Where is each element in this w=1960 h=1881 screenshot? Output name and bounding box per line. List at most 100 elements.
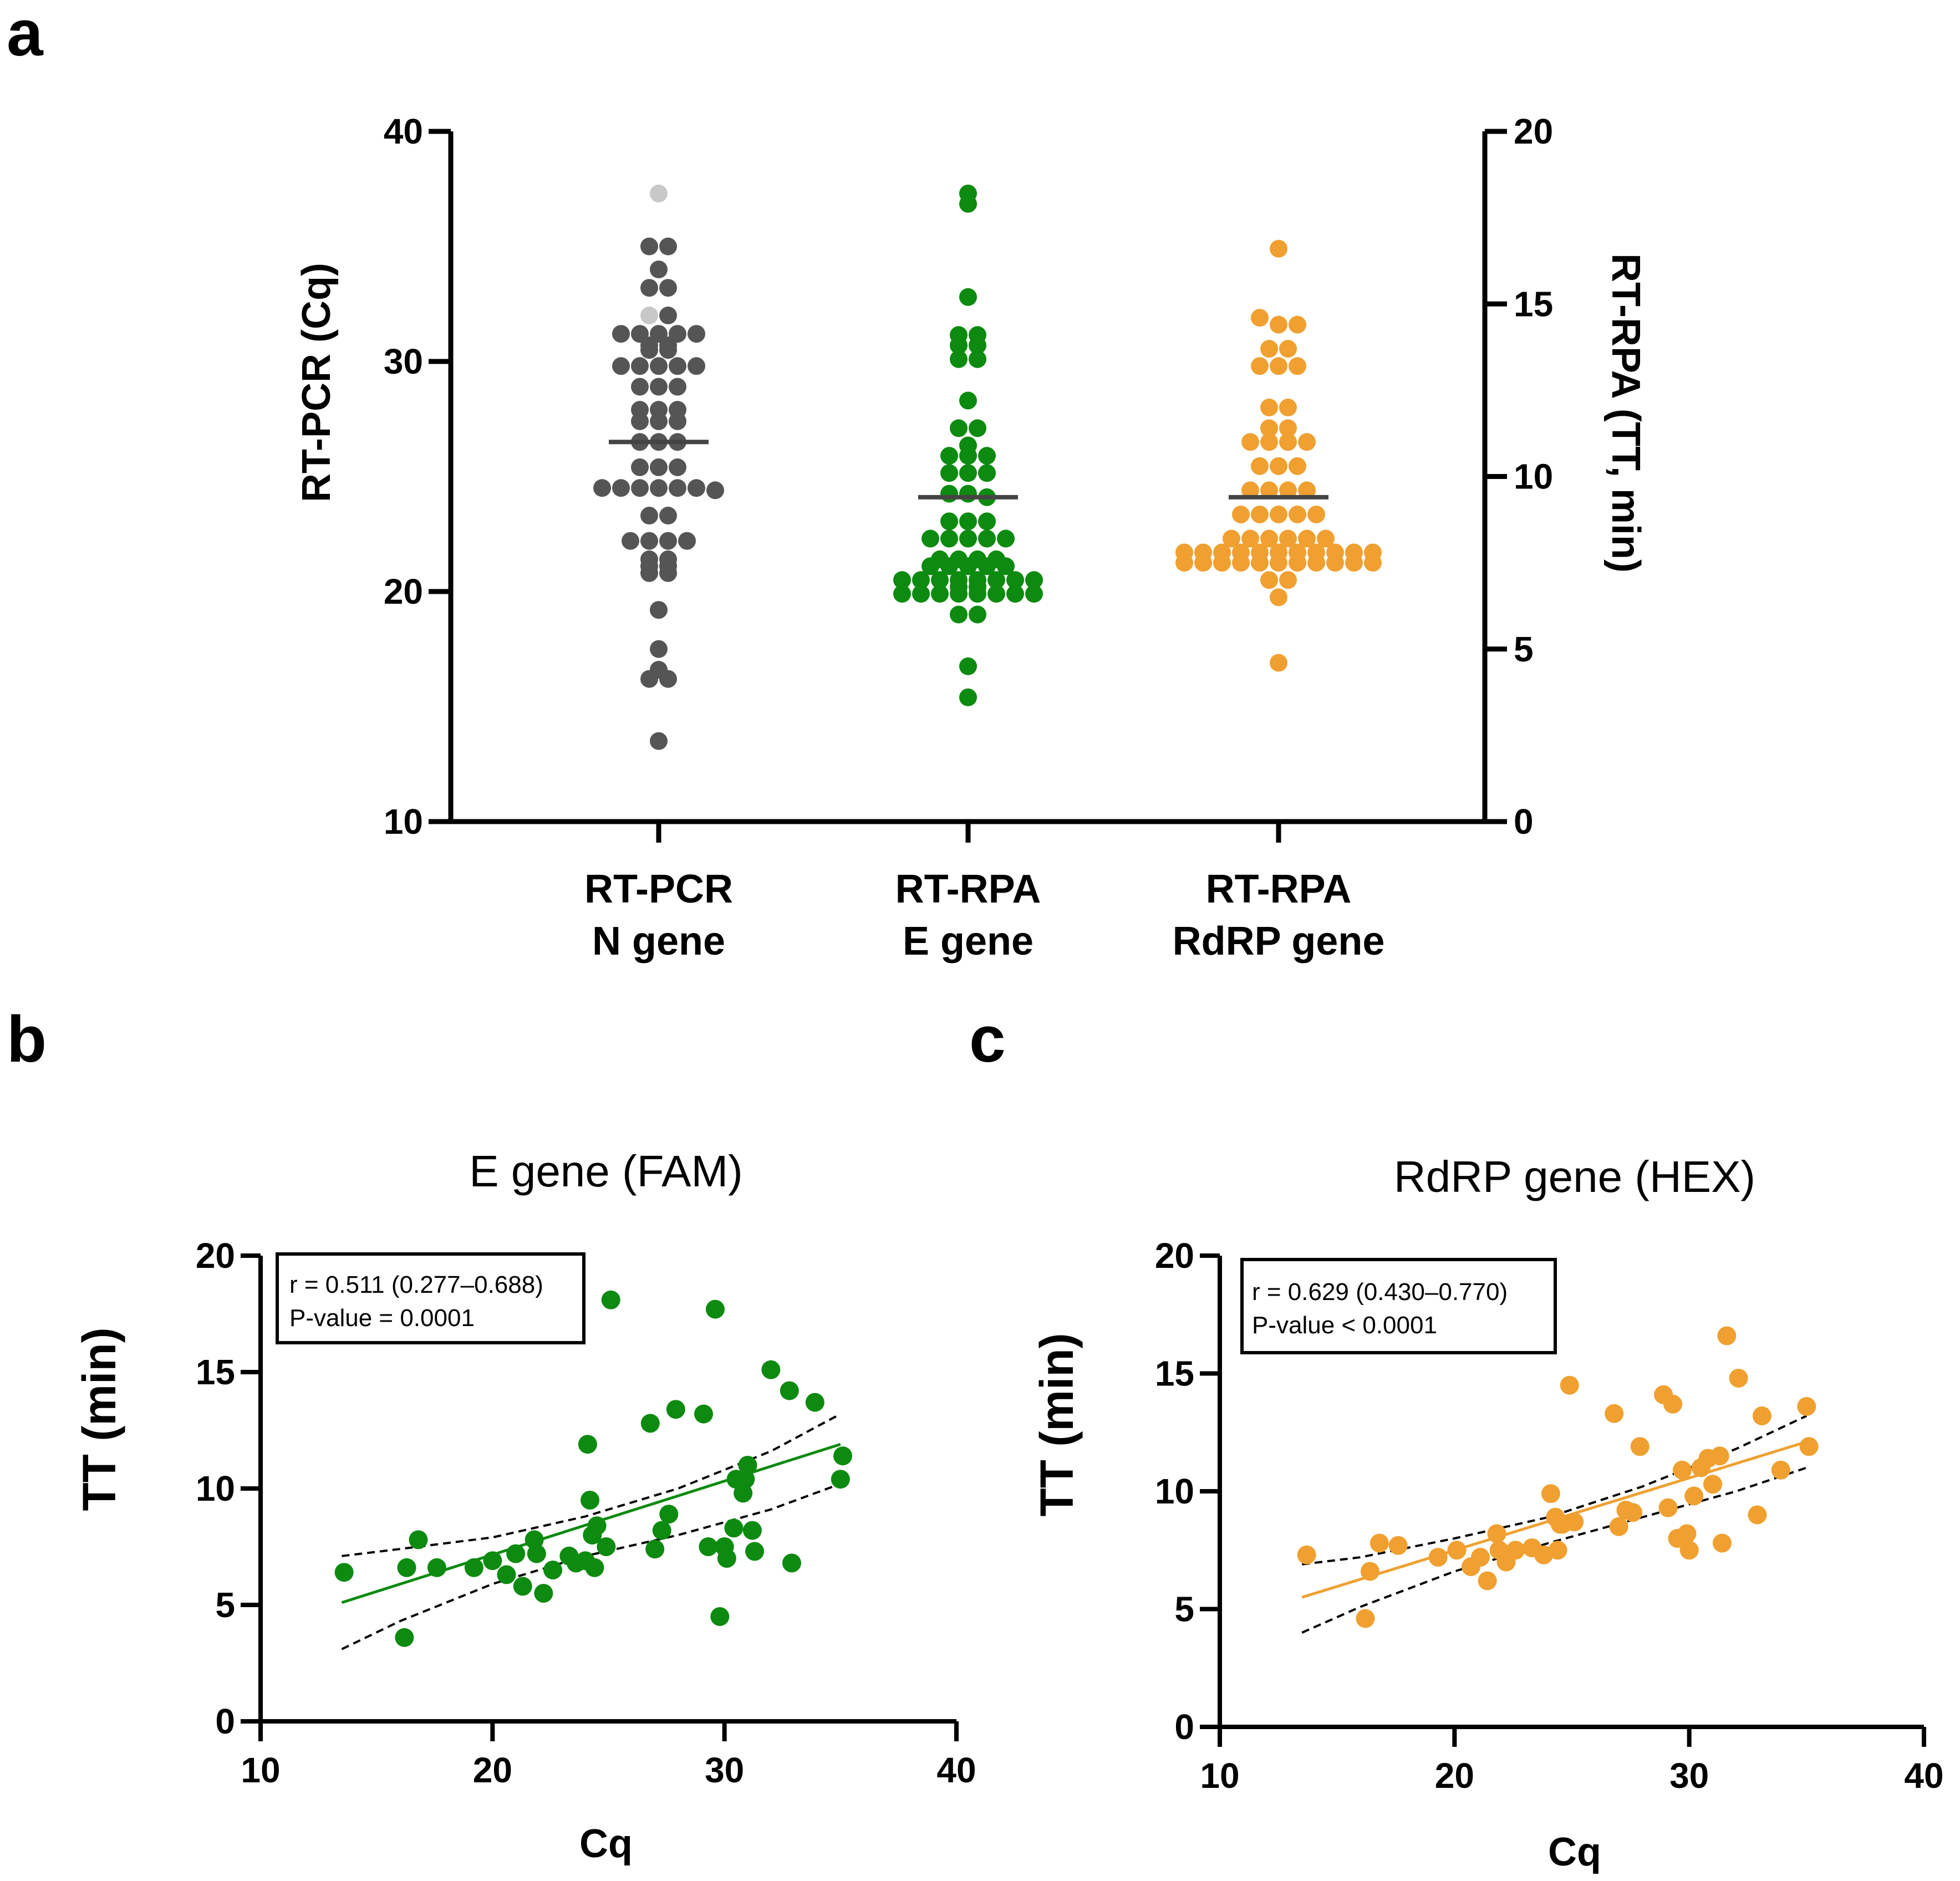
panel-b-stats-r: r = 0.511 (0.277–0.688) [289, 1271, 543, 1298]
y-tick-label: 10 [1155, 1471, 1194, 1511]
dot-plot-point [612, 357, 630, 375]
scatter-point [1565, 1512, 1584, 1532]
dot-plot-point [1260, 571, 1278, 589]
dot-plot-point [688, 325, 705, 343]
y-tick-label: 15 [196, 1352, 235, 1392]
scatter-point [699, 1537, 718, 1556]
panel-a: a 10 20 30 40 0 5 10 15 20 RT-PCR (Cq) RT-RPA (… [7, 0, 1648, 964]
dot-plot-point [650, 458, 668, 476]
scatter-point [1799, 1437, 1819, 1456]
category-label-e-line1: RT-RPA [895, 867, 1041, 911]
scatter-point [543, 1561, 563, 1579]
dot-plot-point [959, 657, 977, 675]
category-label-rdrp-line1: RT-RPA [1206, 867, 1352, 911]
dot-plot-point [669, 479, 686, 497]
dot-plot-point [959, 447, 977, 465]
right-y-tick-label: 0 [1514, 802, 1534, 842]
x-tick-label: 30 [1669, 1756, 1709, 1796]
dot-plot-point [940, 557, 958, 575]
scatter-point [1771, 1460, 1790, 1480]
dot-plot-point [1279, 571, 1297, 589]
dot-plot-point [650, 732, 668, 750]
dot-plot-point [1270, 315, 1287, 334]
scatter-point [1541, 1484, 1560, 1503]
dot-plot-point [1298, 529, 1316, 548]
panel-b-y-axis-title: TT (min) [73, 1327, 125, 1511]
dot-plot-point [1270, 554, 1287, 572]
dot-plot-point [650, 601, 668, 619]
dot-plot-point [1298, 433, 1316, 451]
dot-plot-point [1260, 340, 1278, 358]
scatter-point [397, 1558, 416, 1577]
dot-plot-point [659, 507, 677, 525]
right-y-tick-label: 20 [1514, 111, 1553, 151]
dot-plot-point [1345, 554, 1363, 572]
scatter-point [587, 1516, 607, 1536]
dot-plot-point [706, 481, 724, 499]
dot-plot-point [1241, 529, 1259, 548]
panel-b: b E gene (FAM) 0 5 10 15 20 10 20 30 40 Cq TT (m… [7, 1003, 976, 1866]
dot-plot-point [640, 670, 658, 688]
y-tick-label: 0 [215, 1701, 235, 1741]
scatter-point [578, 1435, 597, 1454]
dot-plot-point [1279, 419, 1297, 437]
y-tick-label: 5 [1174, 1589, 1194, 1629]
dot-plot-point [1241, 481, 1259, 499]
scatter-point [831, 1470, 850, 1489]
dot-plot-point [1298, 481, 1316, 499]
scatter-point [1712, 1533, 1732, 1553]
right-y-ticks: 0 5 10 15 20 [1485, 111, 1553, 842]
dot-plot-point [931, 585, 949, 603]
dot-plot-point [1194, 554, 1212, 572]
dot-plot-point [1251, 357, 1269, 375]
dot-plot-point [631, 378, 649, 396]
dot-plot-point [959, 288, 977, 306]
x-tick-label: 40 [936, 1750, 976, 1790]
dot-plot-point [1317, 529, 1335, 548]
dot-plot-point [940, 512, 958, 531]
dot-plot-point [1270, 505, 1287, 523]
scatter-point [761, 1360, 781, 1379]
scatter-point [1609, 1517, 1628, 1536]
scatter-point [1703, 1475, 1722, 1494]
dot-plot-point [978, 512, 996, 531]
dot-plot-point [1260, 529, 1278, 548]
scatter-point [1663, 1394, 1683, 1414]
dot-plot-point [688, 479, 705, 497]
dot-plot-point [969, 605, 986, 624]
dot-plot-point [659, 670, 677, 688]
dot-plot-point [1289, 315, 1306, 334]
dot-plot-point [978, 447, 996, 465]
category-label-rdrp-line2: RdRP gene [1173, 919, 1385, 964]
scatter-point [1447, 1541, 1467, 1560]
scatter-point [483, 1551, 502, 1571]
dot-plot-point [1289, 554, 1306, 572]
x-tick-label: 20 [1435, 1756, 1474, 1796]
dot-plot-point [1270, 357, 1287, 375]
dot-plot-point [1260, 419, 1278, 437]
dot-plot-point [669, 458, 686, 476]
scatter-point [1679, 1541, 1699, 1560]
dot-plot-point [1241, 433, 1259, 451]
scatter-point [805, 1393, 824, 1412]
scatter-point [736, 1470, 755, 1489]
scatter-point [780, 1381, 799, 1400]
dot-plot-point [969, 585, 986, 603]
dot-plot-point [1279, 433, 1297, 451]
scatter-point [506, 1544, 526, 1563]
dot-plot-point [893, 585, 911, 603]
dot-plot-point [969, 336, 986, 354]
scatter-point [1487, 1524, 1506, 1543]
scatter-point [645, 1540, 665, 1559]
scatter-point [1360, 1562, 1379, 1581]
left-y-tick-label: 20 [384, 572, 423, 611]
dot-plot-point [640, 507, 658, 525]
panel-c-stats-r: r = 0.629 (0.430–0.770) [1252, 1278, 1508, 1306]
dot-plot-point [940, 529, 958, 548]
scatter-point [724, 1518, 744, 1538]
scatter-point [1297, 1545, 1316, 1564]
scatter-point [497, 1565, 516, 1584]
scatter-point [1797, 1397, 1816, 1416]
panel-b-title: E gene (FAM) [469, 1146, 743, 1196]
dot-plot-point [650, 412, 668, 430]
